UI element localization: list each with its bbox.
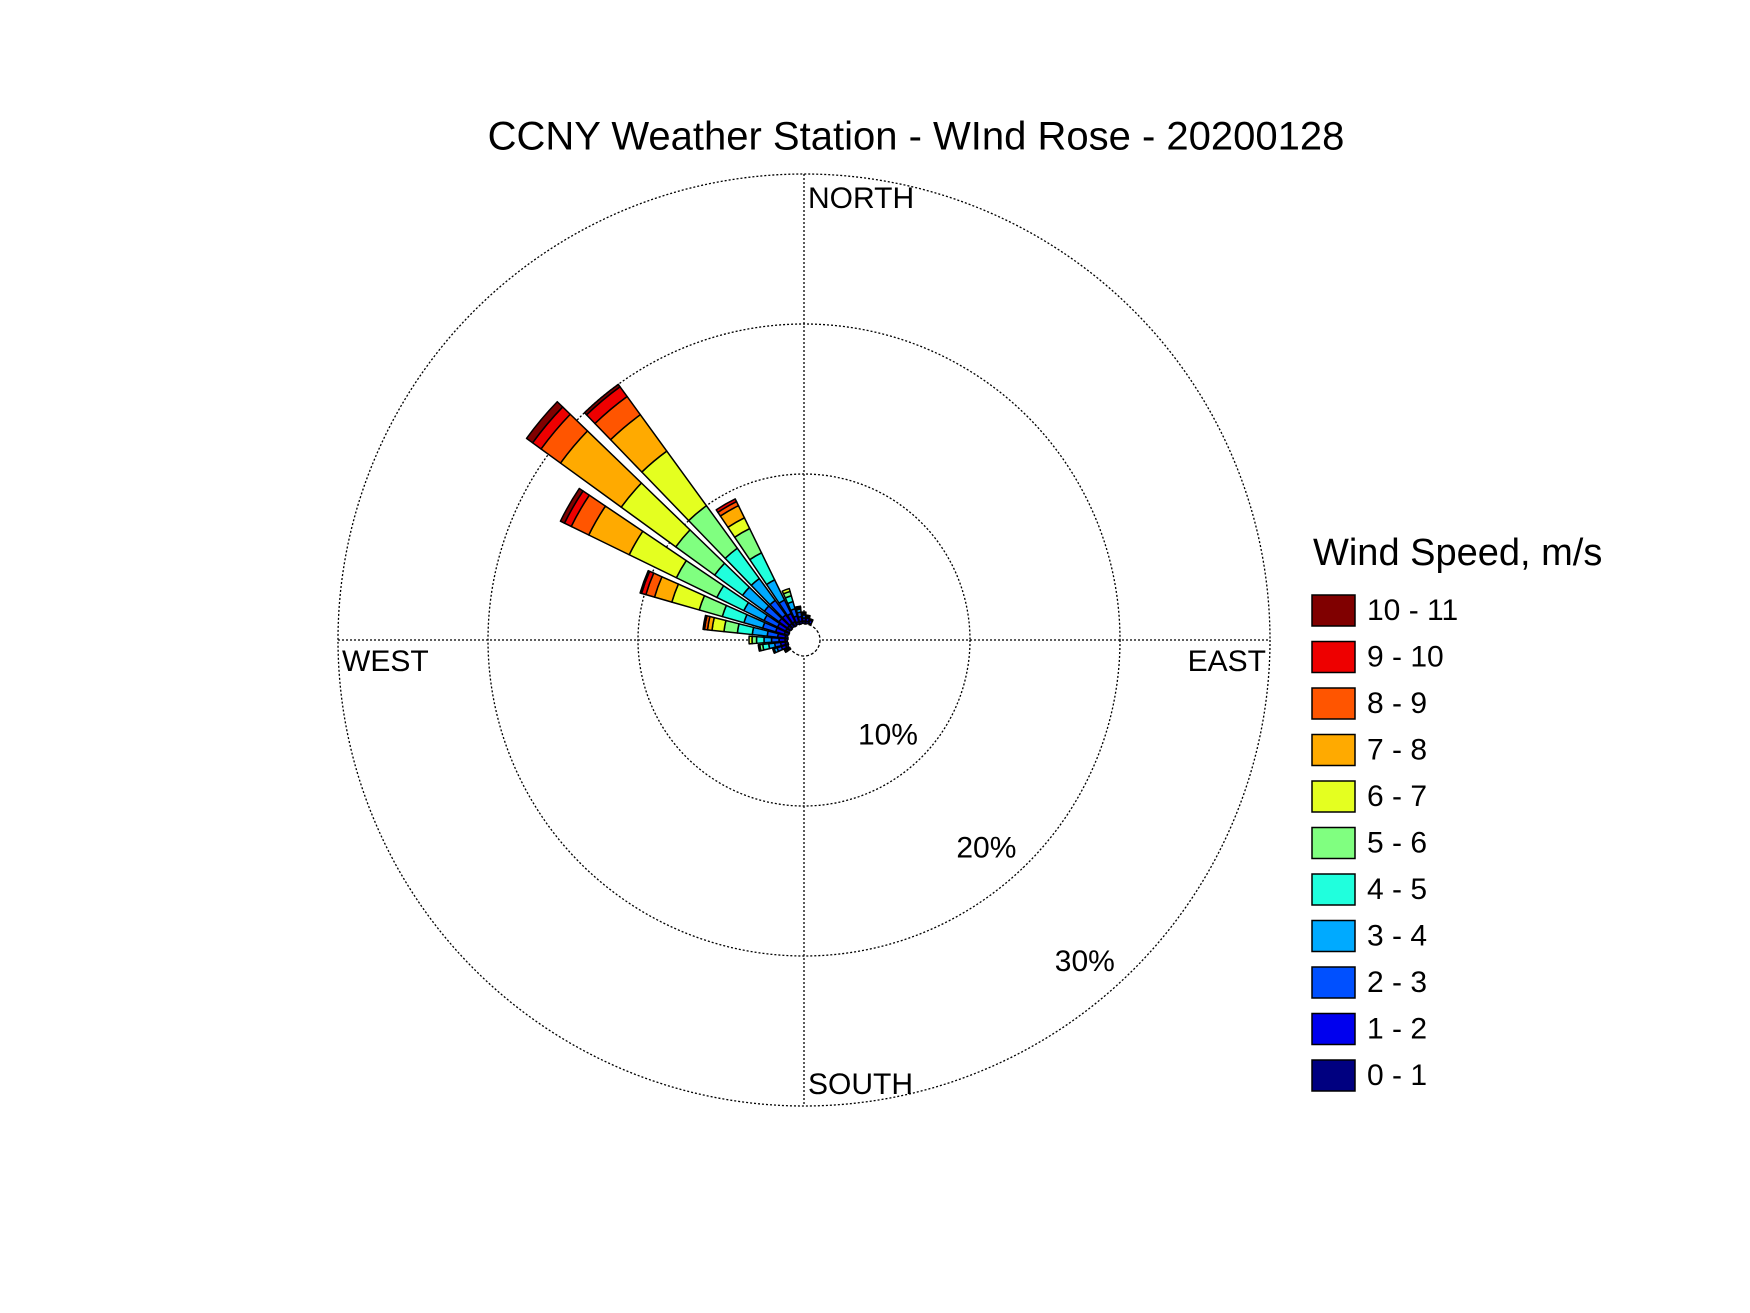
- ring-label: 30%: [1055, 945, 1115, 978]
- petal-segment: [583, 383, 621, 416]
- legend-label: 2 - 3: [1367, 966, 1427, 999]
- legend-label: 3 - 4: [1367, 919, 1427, 952]
- ring-label: 20%: [956, 832, 1016, 865]
- petal-segment: [808, 618, 814, 623]
- legend-label: 6 - 7: [1367, 780, 1427, 813]
- petal-segment: [801, 611, 807, 615]
- direction-label: SOUTH: [808, 1068, 913, 1101]
- chart-title: CCNY Weather Station - WInd Rose - 20200…: [488, 115, 1345, 159]
- legend-label: 10 - 11: [1367, 594, 1458, 627]
- legend-swatch: [1311, 640, 1356, 674]
- legend-label: 1 - 2: [1367, 1012, 1427, 1045]
- petal-segment: [525, 400, 564, 444]
- legend-title: Wind Speed, m/s: [1313, 532, 1602, 574]
- petal-segment: [757, 643, 762, 652]
- petal-segment: [748, 635, 753, 645]
- legend-label: 7 - 8: [1367, 733, 1427, 766]
- legend-swatch: [1311, 780, 1356, 813]
- ring-label: 10%: [858, 719, 918, 752]
- petal-segment: [770, 636, 780, 644]
- center-hole: [787, 623, 821, 657]
- petal-segment: [559, 487, 584, 524]
- legend-label: 9 - 10: [1367, 640, 1444, 673]
- direction-label: WEST: [342, 645, 429, 678]
- legend-swatch: [1311, 1012, 1356, 1046]
- petal-segment: [781, 587, 791, 595]
- petal-segment: [715, 498, 738, 514]
- legend-swatch: [1311, 687, 1356, 720]
- ring: [337, 173, 1271, 1107]
- legend-swatch: [1311, 966, 1356, 999]
- petal-segment: [772, 647, 777, 654]
- legend-label: 8 - 9: [1367, 687, 1427, 720]
- legend-swatch: [1311, 733, 1356, 767]
- petal-segment: [755, 635, 765, 645]
- legend-swatch: [1311, 919, 1356, 953]
- petal-segment: [702, 614, 708, 631]
- legend-label: 0 - 1: [1367, 1059, 1427, 1092]
- petal-segment: [805, 614, 811, 618]
- legend-swatch: [1311, 826, 1356, 860]
- legend-swatch: [1311, 594, 1356, 627]
- legend-swatch: [1311, 873, 1356, 906]
- petal-segment: [639, 569, 651, 595]
- petal-segment: [783, 648, 788, 654]
- legend-label: 4 - 5: [1367, 873, 1427, 906]
- petal-segment: [763, 636, 773, 644]
- petal-segment: [795, 605, 802, 610]
- legend-label: 5 - 6: [1367, 826, 1427, 859]
- direction-label: EAST: [1188, 645, 1266, 678]
- direction-label: NORTH: [808, 182, 914, 215]
- legend-swatch: [1311, 1059, 1356, 1092]
- petal-segment: [778, 637, 786, 643]
